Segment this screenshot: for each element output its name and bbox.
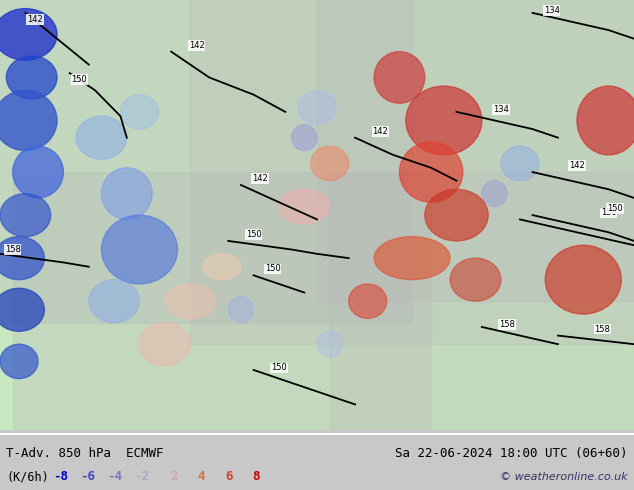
Ellipse shape: [0, 288, 44, 331]
Ellipse shape: [399, 142, 463, 202]
FancyBboxPatch shape: [317, 0, 634, 301]
Text: -6: -6: [80, 470, 95, 483]
Ellipse shape: [0, 344, 38, 379]
Ellipse shape: [228, 297, 254, 322]
Ellipse shape: [349, 284, 387, 318]
Text: 134: 134: [493, 105, 509, 114]
Text: © weatheronline.co.uk: © weatheronline.co.uk: [500, 472, 628, 482]
Ellipse shape: [120, 95, 158, 129]
Text: 158: 158: [4, 245, 21, 254]
Ellipse shape: [292, 125, 317, 150]
Ellipse shape: [482, 181, 507, 206]
Text: 2: 2: [171, 470, 178, 483]
Text: 150: 150: [246, 230, 261, 239]
Text: T-Adv. 850 hPa  ECMWF: T-Adv. 850 hPa ECMWF: [6, 447, 164, 460]
Text: 142: 142: [569, 161, 585, 170]
Text: 134: 134: [543, 6, 560, 15]
Text: (K/6h): (K/6h): [6, 470, 49, 483]
Text: 150: 150: [601, 208, 616, 218]
Text: 150: 150: [271, 364, 287, 372]
FancyBboxPatch shape: [0, 0, 368, 280]
Ellipse shape: [0, 9, 57, 60]
Ellipse shape: [76, 116, 127, 159]
Text: 6: 6: [225, 470, 233, 483]
Ellipse shape: [0, 90, 57, 150]
Ellipse shape: [13, 147, 63, 198]
Text: -8: -8: [53, 470, 68, 483]
Ellipse shape: [311, 147, 349, 181]
Ellipse shape: [425, 189, 488, 241]
Text: 150: 150: [72, 75, 87, 84]
Text: 158: 158: [499, 320, 515, 329]
FancyBboxPatch shape: [0, 0, 412, 322]
Text: 158: 158: [594, 324, 611, 334]
Text: 142: 142: [373, 127, 388, 136]
Ellipse shape: [203, 254, 241, 280]
Text: 150: 150: [607, 204, 623, 213]
Ellipse shape: [317, 331, 342, 357]
Text: 142: 142: [252, 174, 268, 183]
Text: 142: 142: [189, 41, 204, 49]
Ellipse shape: [165, 284, 216, 318]
Ellipse shape: [501, 147, 539, 181]
Text: 8: 8: [252, 470, 260, 483]
FancyBboxPatch shape: [330, 172, 634, 490]
FancyBboxPatch shape: [13, 172, 431, 490]
Text: -4: -4: [107, 470, 122, 483]
Ellipse shape: [577, 86, 634, 155]
Ellipse shape: [101, 168, 152, 220]
Text: 142: 142: [27, 15, 42, 24]
Ellipse shape: [298, 90, 336, 125]
Ellipse shape: [279, 189, 330, 224]
Ellipse shape: [450, 258, 501, 301]
Ellipse shape: [89, 280, 139, 323]
Text: -2: -2: [134, 470, 150, 483]
Ellipse shape: [0, 237, 44, 280]
FancyBboxPatch shape: [32, 194, 590, 490]
Ellipse shape: [545, 245, 621, 314]
FancyBboxPatch shape: [190, 0, 634, 344]
Text: 150: 150: [265, 265, 280, 273]
Ellipse shape: [374, 51, 425, 103]
Ellipse shape: [101, 215, 178, 284]
Ellipse shape: [0, 194, 51, 237]
Ellipse shape: [6, 56, 57, 99]
Ellipse shape: [139, 323, 190, 366]
Ellipse shape: [406, 86, 482, 155]
Text: 4: 4: [198, 470, 205, 483]
Text: Sa 22-06-2024 18:00 UTC (06+60): Sa 22-06-2024 18:00 UTC (06+60): [395, 447, 628, 460]
Ellipse shape: [374, 237, 450, 280]
